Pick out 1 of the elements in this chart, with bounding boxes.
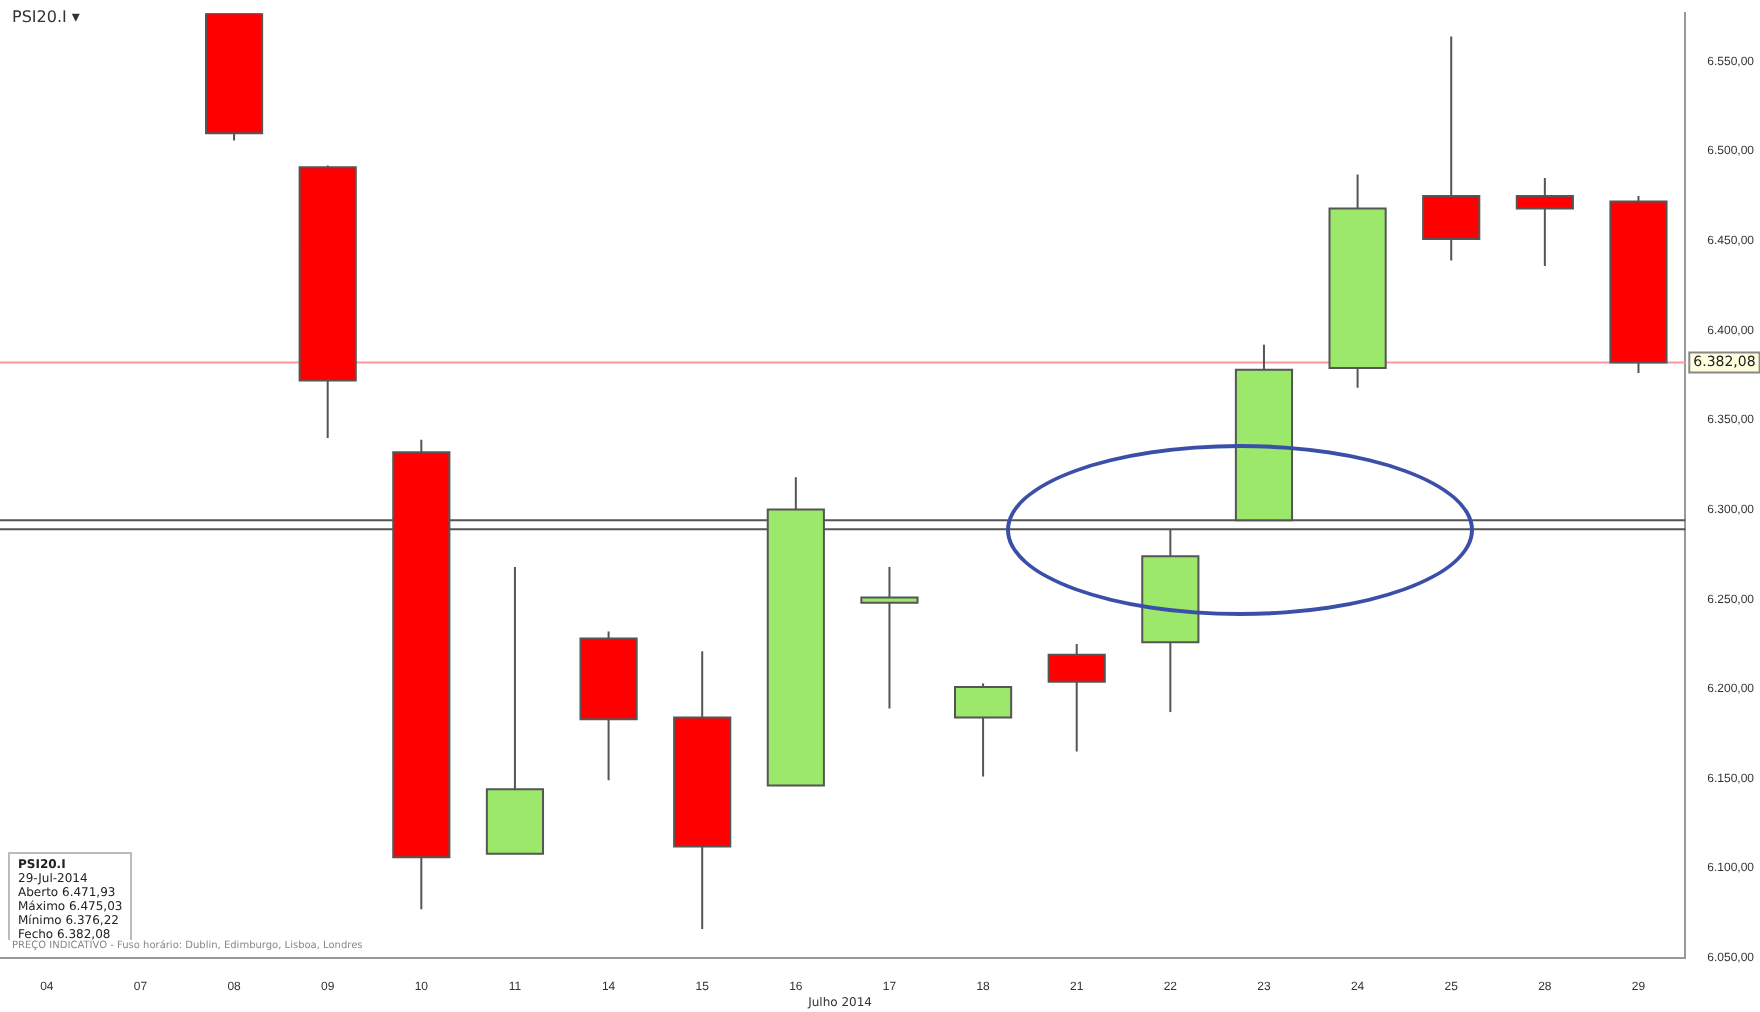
chart-title: PSI20.I ▾ — [12, 8, 80, 26]
